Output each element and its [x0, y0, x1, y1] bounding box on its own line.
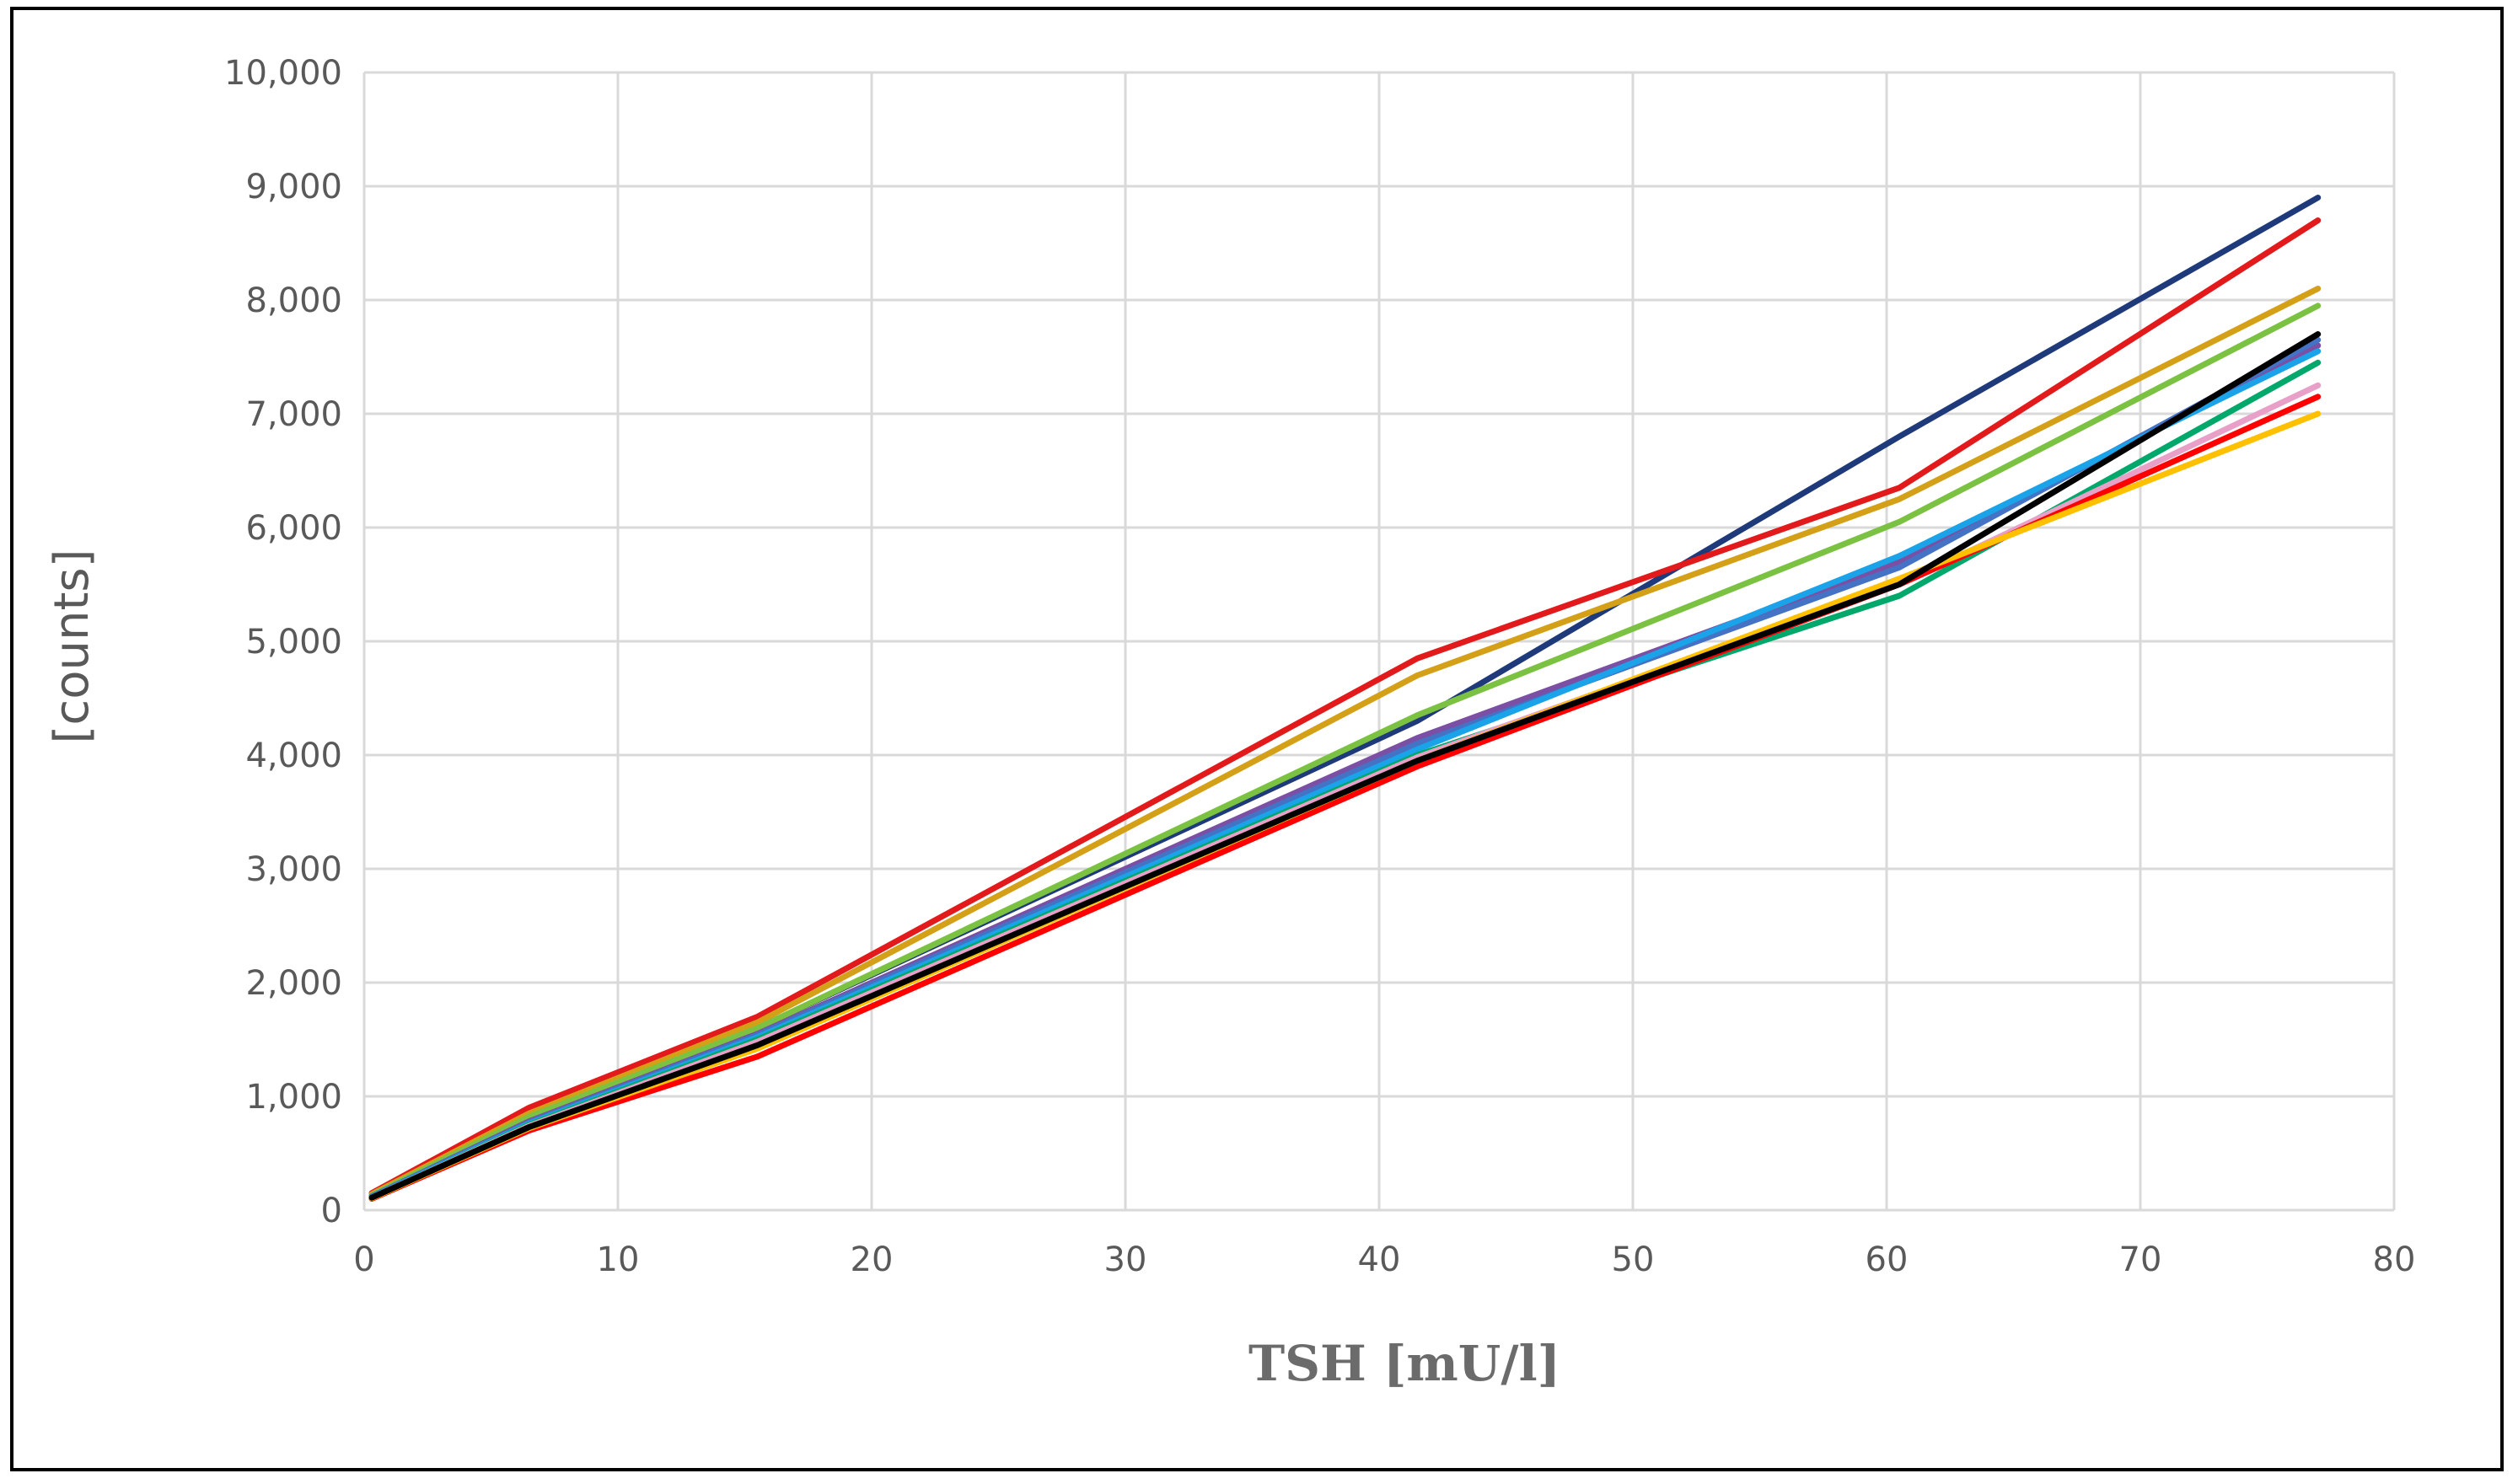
x-tick-label: 70 — [2119, 1240, 2162, 1279]
y-tick-label: 4,000 — [245, 737, 342, 775]
y-tick-label: 3,000 — [245, 850, 342, 889]
line-chart: 0 1,000 2,000 3,000 4,000 5,000 6,000 7,000 8,00… — [45, 54, 2415, 1392]
grid — [362, 71, 2396, 1212]
x-axis-ticks: 0 10 20 30 40 50 60 70 80 — [353, 1240, 2415, 1279]
series-line-red-upper — [368, 217, 2322, 1197]
x-tick-label: 80 — [2373, 1240, 2416, 1279]
y-axis-ticks: 0 1,000 2,000 3,000 4,000 5,000 6,000 7,000 8,00… — [224, 54, 342, 1230]
y-axis-label: [counts] — [45, 549, 99, 744]
x-tick-label: 50 — [1612, 1240, 1655, 1279]
x-tick-label: 20 — [851, 1240, 894, 1279]
series-line-black — [368, 331, 2322, 1201]
x-tick-label: 0 — [353, 1240, 374, 1279]
x-tick-label: 40 — [1358, 1240, 1401, 1279]
y-tick-label: 9,000 — [245, 168, 342, 206]
y-tick-label: 10,000 — [224, 54, 342, 93]
y-tick-label: 1,000 — [245, 1078, 342, 1117]
chart-frame: 0 1,000 2,000 3,000 4,000 5,000 6,000 7,000 8,00… — [10, 7, 2504, 1471]
y-tick-label: 5,000 — [245, 623, 342, 662]
series-line-gold — [368, 286, 2322, 1197]
x-tick-label: 10 — [597, 1240, 640, 1279]
y-tick-label: 6,000 — [245, 509, 342, 548]
series-lines — [368, 195, 2322, 1202]
x-tick-label: 60 — [1866, 1240, 1909, 1279]
x-tick-label: 30 — [1104, 1240, 1147, 1279]
x-axis-label: TSH [mU/l] — [1248, 1335, 1560, 1392]
y-tick-label: 8,000 — [245, 281, 342, 320]
y-tick-label: 2,000 — [245, 964, 342, 1003]
series-line-green — [368, 303, 2322, 1198]
y-tick-label: 0 — [321, 1192, 342, 1230]
y-tick-label: 7,000 — [245, 395, 342, 434]
